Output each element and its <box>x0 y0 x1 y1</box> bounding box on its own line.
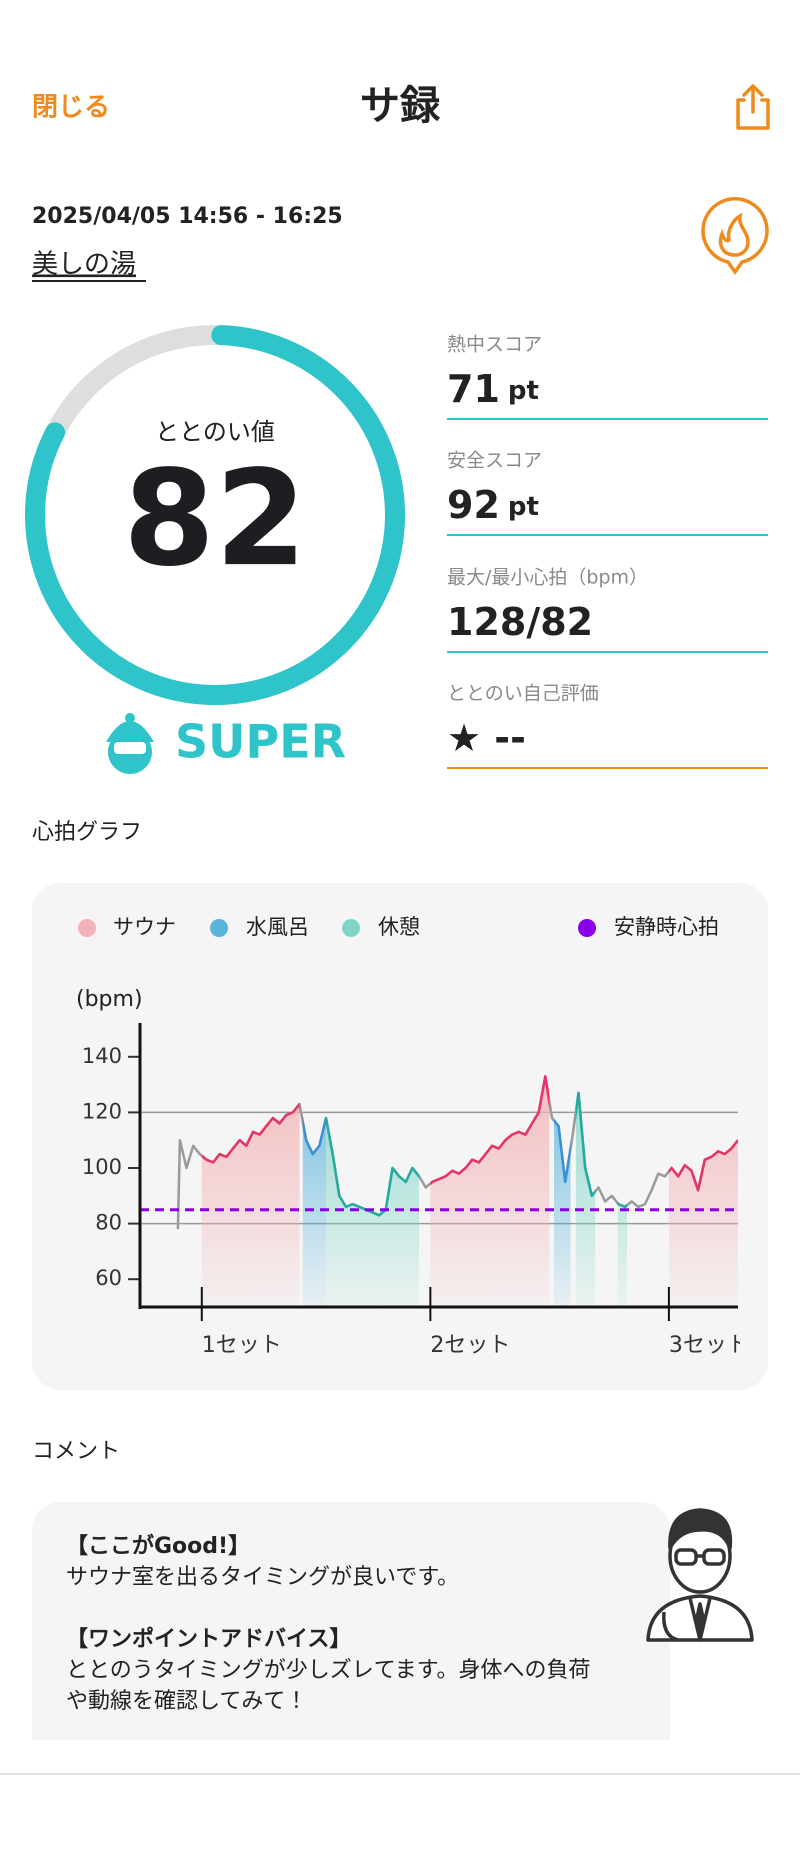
y-tick-label: 80 <box>95 1211 122 1235</box>
fire-badge-pin <box>701 197 769 276</box>
doctor-tie <box>694 1602 706 1638</box>
metric-value: ★ -- <box>447 716 526 760</box>
legend-label: サウナ <box>113 915 176 939</box>
comment-line: や動線を確認してみて！ <box>66 1689 307 1714</box>
metric-label: ととのい自己評価 <box>447 683 599 705</box>
metric-label: 最大/最小心拍（bpm） <box>447 567 648 589</box>
metric-number: 71 <box>447 367 500 411</box>
share-button[interactable] <box>736 84 770 130</box>
y-tick-label: 120 <box>82 1099 122 1123</box>
plot <box>140 1075 738 1307</box>
close-button[interactable]: 閉じる <box>32 93 110 123</box>
metric-value: 71 pt <box>447 367 539 411</box>
legend-label: 水風呂 <box>246 915 309 939</box>
legend-swatch <box>210 919 228 937</box>
doctor-collar <box>688 1597 712 1642</box>
session-place[interactable]: 美しの湯 <box>32 250 136 280</box>
metric-number: ★ -- <box>447 716 526 760</box>
score-rank: SUPER <box>175 715 346 769</box>
score-label: ととのい値 <box>155 418 275 446</box>
metric-value: 92 pt <box>447 483 539 527</box>
phase-area <box>617 1203 628 1307</box>
phase-area <box>201 1104 300 1307</box>
legend-swatch <box>578 919 596 937</box>
metric-label: 安全スコア <box>447 450 542 472</box>
y-tick-label: 60 <box>95 1266 122 1290</box>
y-tick-label: 140 <box>82 1044 122 1068</box>
rank-mascot <box>106 713 154 774</box>
fire-badge[interactable] <box>701 197 769 276</box>
comment-line: サウナ室を出るタイミングが良いです。 <box>66 1565 459 1590</box>
y-axis-label: (bpm) <box>76 987 143 1012</box>
x-tick-label: 3セット <box>669 1333 749 1358</box>
graph-title: 心拍グラフ <box>32 820 142 845</box>
phase-area <box>302 1118 327 1307</box>
chart-card <box>32 883 768 1390</box>
phase-area <box>430 1076 550 1307</box>
comment-card <box>32 1502 670 1740</box>
doctor-hair <box>668 1508 733 1550</box>
comment-title: コメント <box>32 1439 120 1464</box>
metric-unit: pt <box>508 376 539 406</box>
doctor-stethoscope <box>662 1611 679 1642</box>
legend-swatch <box>342 919 360 937</box>
share-icon-box <box>736 98 770 130</box>
metric-unit: pt <box>508 492 539 522</box>
comment-heading: 【ここがGood!】 <box>66 1533 250 1559</box>
score-ring <box>25 325 405 705</box>
mascot-towel <box>114 742 146 754</box>
metric-number: 92 <box>447 483 500 527</box>
x-tick-label: 1セット <box>202 1333 282 1358</box>
legend-label: 安静時心拍 <box>614 915 719 939</box>
metric-value: 128/82 <box>447 600 593 644</box>
metric-number: 128/82 <box>447 600 593 644</box>
mascot-hat-top <box>125 713 135 723</box>
share-icon-arrow <box>742 84 764 114</box>
phase-line <box>430 1075 550 1186</box>
legend-swatch <box>78 919 96 937</box>
session-datetime: 2025/04/05 14:56 - 16:25 <box>32 204 343 229</box>
comment-heading: 【ワンポイントアドバイス】 <box>66 1626 351 1652</box>
phase-area <box>575 1092 596 1307</box>
fire-badge-flame <box>718 212 750 257</box>
y-tick-label: 100 <box>82 1155 122 1179</box>
comment-line: ととのうタイミングが少しズレてます。身体への負荷 <box>66 1658 590 1683</box>
score-value: 82 <box>123 442 307 596</box>
page-title: サ録 <box>360 83 441 129</box>
phase-line <box>201 1102 300 1164</box>
doctor-avatar <box>646 1508 754 1642</box>
phase-area <box>668 1140 738 1307</box>
metric-label: 熱中スコア <box>447 334 542 356</box>
legend-label: 休憩 <box>378 915 420 939</box>
x-tick-label: 2セット <box>430 1333 510 1358</box>
phase-area <box>553 1120 571 1307</box>
